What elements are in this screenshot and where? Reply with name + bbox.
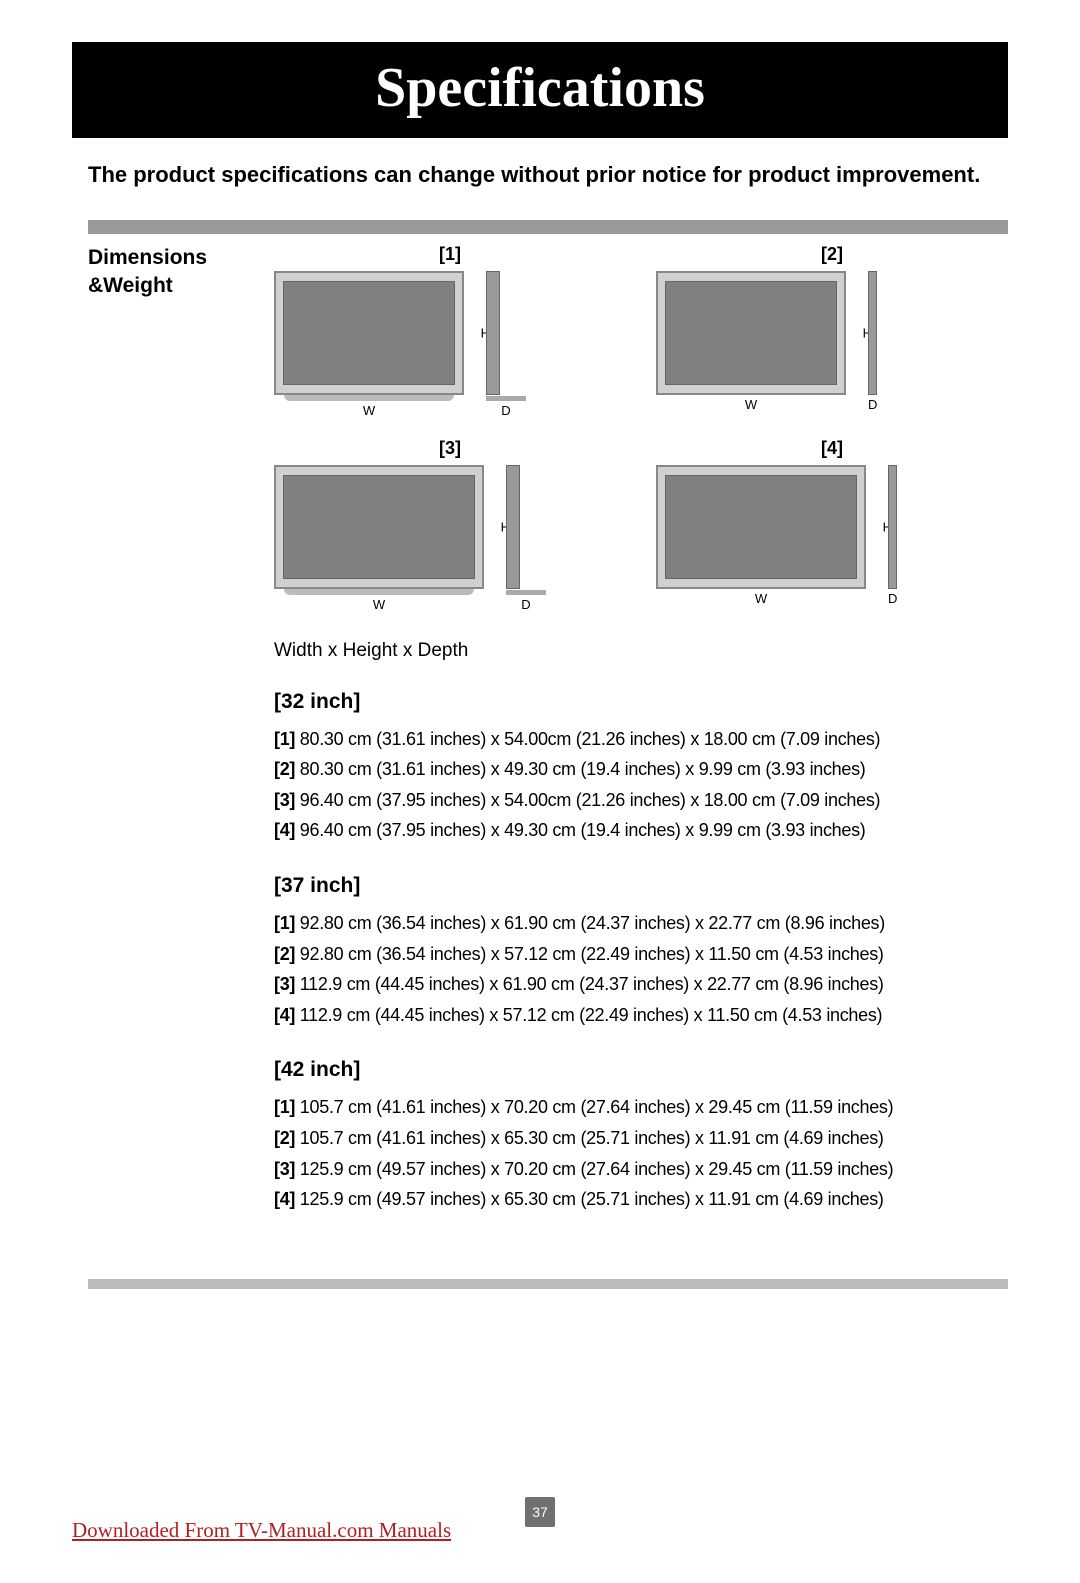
diagram-1: [1] H W D [274,244,626,418]
diagram-3: [3] H W D [274,438,626,612]
divider-bar [88,220,1008,234]
dim-d-label: D [486,403,526,418]
dimensions-section: Dimensions &Weight [1] H [72,244,1008,1243]
tv-stand-icon [284,589,474,595]
spec-line: [1] 80.30 cm (31.61 inches) x 54.00cm (2… [274,724,1008,755]
section-sidebar: Dimensions &Weight [88,244,250,1243]
dim-d-label: D [506,597,546,612]
dim-w-label: W [274,403,464,418]
download-link[interactable]: Downloaded From TV-Manual.com Manuals [72,1518,451,1543]
diagram-grid: [1] H W D [274,244,1008,612]
dim-d-label: D [888,591,897,606]
page-number-badge: 37 [525,1497,555,1527]
tv-front-icon: H [274,465,484,589]
tv-side-icon [888,465,897,589]
size-group: [42 inch] [1] 105.7 cm (41.61 inches) x 7… [274,1058,1008,1214]
spec-line: [3] 112.9 cm (44.45 inches) x 61.90 cm (… [274,969,1008,1000]
tv-stand-icon [284,395,454,401]
spec-line: [2] 80.30 cm (31.61 inches) x 49.30 cm (… [274,754,1008,785]
dim-d-label: D [868,397,877,412]
tv-front-icon: H [274,271,464,395]
page-title: Specifications [72,42,1008,138]
section-content: [1] H W D [274,244,1008,1243]
diagram-4-label: [4] [656,438,1008,459]
notice-text: The product specifications can change wi… [72,160,1008,190]
sidebar-label-line1: Dimensions [88,246,207,269]
sidebar-label: Dimensions &Weight [88,244,250,301]
sidebar-label-line2: &Weight [88,274,173,297]
spec-line: [2] 92.80 cm (36.54 inches) x 57.12 cm (… [274,939,1008,970]
size-group: [37 inch] [1] 92.80 cm (36.54 inches) x 6… [274,874,1008,1030]
dim-w-label: W [656,591,866,606]
diagram-4: [4] H W D [656,438,1008,612]
tv-front-icon: H [656,465,866,589]
diagram-1-label: [1] [274,244,626,265]
divider-bar-bottom [88,1279,1008,1289]
size-title: [32 inch] [274,690,1008,714]
tv-side-icon [868,271,877,395]
tv-side-stand-icon [486,396,526,401]
diagram-3-label: [3] [274,438,626,459]
size-title: [37 inch] [274,874,1008,898]
size-group: [32 inch] [1] 80.30 cm (31.61 inches) x 5… [274,690,1008,846]
tv-front-icon: H [656,271,846,395]
spec-line: [4] 112.9 cm (44.45 inches) x 57.12 cm (… [274,1000,1008,1031]
tv-side-icon [506,465,520,589]
spec-line: [3] 96.40 cm (37.95 inches) x 54.00cm (2… [274,785,1008,816]
whd-label: Width x Height x Depth [274,640,1008,662]
spec-line: [4] 125.9 cm (49.57 inches) x 65.30 cm (… [274,1184,1008,1215]
diagram-2-label: [2] [656,244,1008,265]
spec-line: [2] 105.7 cm (41.61 inches) x 65.30 cm (… [274,1123,1008,1154]
dim-w-label: W [274,597,484,612]
spec-line: [3] 125.9 cm (49.57 inches) x 70.20 cm (… [274,1154,1008,1185]
dim-w-label: W [656,397,846,412]
spec-line: [4] 96.40 cm (37.95 inches) x 49.30 cm (… [274,815,1008,846]
spec-line: [1] 105.7 cm (41.61 inches) x 70.20 cm (… [274,1092,1008,1123]
tv-side-icon [486,271,500,395]
spec-line: [1] 92.80 cm (36.54 inches) x 61.90 cm (… [274,908,1008,939]
size-title: [42 inch] [274,1058,1008,1082]
tv-side-stand-icon [506,590,546,595]
diagram-2: [2] H W D [656,244,1008,418]
